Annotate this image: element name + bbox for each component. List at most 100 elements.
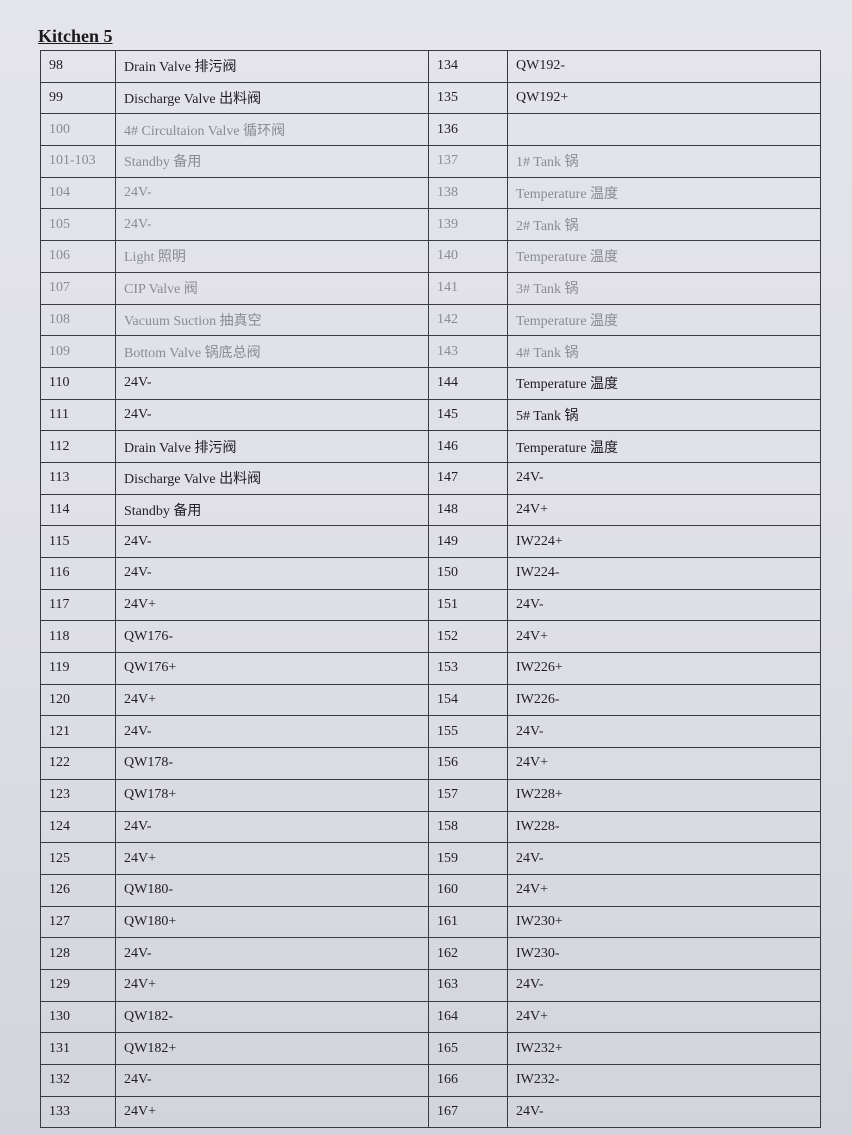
table-row: 119 QW176+ 153 IW226+ [40, 652, 821, 685]
right-description-cell: 2# Tank 锅 [507, 208, 821, 242]
left-description-cell: 24V- [115, 176, 429, 210]
right-number-cell: 135 [428, 81, 508, 115]
left-number-cell: 121 [40, 715, 116, 749]
table-row: 122 QW178- 156 24V+ [40, 747, 821, 780]
left-description-cell: 24V- [115, 557, 429, 590]
left-description-cell: QW180- [115, 873, 429, 907]
right-number-cell: 146 [428, 430, 508, 463]
right-description-cell: 24V+ [507, 493, 821, 527]
left-description-cell: QW176+ [115, 652, 429, 685]
left-description-cell: Drain Valve 排污阀 [115, 430, 429, 463]
right-number-cell: 165 [428, 1032, 508, 1065]
table-row: 130 QW182- 164 24V+ [40, 1000, 821, 1034]
left-number-cell: 131 [40, 1032, 116, 1065]
right-description-cell: 3# Tank 锅 [507, 271, 821, 305]
left-number-cell: 132 [40, 1064, 116, 1097]
right-number-cell: 136 [428, 113, 508, 147]
right-description-cell: IW226- [507, 683, 821, 717]
table-row: 107 CIP Valve 阀 141 3# Tank 锅 [40, 271, 821, 305]
right-description-cell: IW224+ [507, 525, 821, 558]
right-description-cell: 24V- [507, 461, 821, 495]
right-description-cell: IW230- [507, 937, 821, 970]
right-description-cell: IW228+ [507, 778, 821, 812]
left-description-cell: 24V+ [115, 842, 429, 875]
left-description-cell: Light 照明 [115, 240, 429, 273]
table-row: 101-103 Standby 备用 137 1# Tank 锅 [40, 145, 821, 178]
left-number-cell: 109 [40, 335, 116, 368]
table-row: 124 24V- 158 IW228- [40, 810, 821, 844]
right-description-cell: 24V+ [507, 747, 821, 780]
left-description-cell: QW176- [115, 620, 429, 654]
left-description-cell: Discharge Valve 出料阀 [115, 461, 429, 495]
right-number-cell: 161 [428, 905, 508, 939]
table-row: 123 QW178+ 157 IW228+ [40, 778, 821, 812]
right-number-cell: 153 [428, 652, 508, 685]
left-description-cell: QW180+ [115, 905, 429, 939]
right-number-cell: 137 [428, 145, 508, 178]
table-row: 110 24V- 144 Temperature 温度 [40, 366, 821, 400]
left-description-cell: 24V- [115, 715, 429, 749]
right-number-cell: 141 [428, 271, 508, 305]
left-number-cell: 112 [40, 430, 116, 463]
table-row: 109 Bottom Valve 锅底总阀 143 4# Tank 锅 [40, 335, 821, 368]
table-row: 127 QW180+ 161 IW230+ [40, 905, 821, 939]
right-description-cell: Temperature 温度 [507, 303, 821, 337]
right-description-cell: Temperature 温度 [507, 430, 821, 463]
right-number-cell: 154 [428, 683, 508, 717]
left-number-cell: 133 [40, 1095, 116, 1129]
table-row: 99 Discharge Valve 出料阀 135 QW192+ [40, 81, 821, 115]
left-description-cell: CIP Valve 阀 [115, 271, 429, 305]
left-description-cell: 24V- [115, 810, 429, 844]
right-number-cell: 164 [428, 1000, 508, 1034]
left-number-cell: 114 [40, 493, 116, 527]
table-row: 105 24V- 139 2# Tank 锅 [40, 208, 821, 242]
left-number-cell: 128 [40, 937, 116, 970]
left-description-cell: Vacuum Suction 抽真空 [115, 303, 429, 337]
left-number-cell: 98 [40, 50, 116, 83]
right-description-cell: IW232+ [507, 1032, 821, 1065]
table-row: 117 24V+ 151 24V- [40, 588, 821, 622]
table-row: 113 Discharge Valve 出料阀 147 24V- [40, 461, 821, 495]
table-row: 100 4# Circultaion Valve 循环阀 136 [40, 113, 821, 147]
left-number-cell: 126 [40, 873, 116, 907]
right-number-cell: 155 [428, 715, 508, 749]
right-number-cell: 152 [428, 620, 508, 654]
left-description-cell: 4# Circultaion Valve 循环阀 [115, 113, 429, 147]
left-description-cell: Discharge Valve 出料阀 [115, 81, 429, 115]
right-description-cell: IW232- [507, 1064, 821, 1097]
left-description-cell: 24V- [115, 525, 429, 558]
left-number-cell: 104 [40, 176, 116, 210]
right-number-cell: 167 [428, 1095, 508, 1129]
right-description-cell: IW228- [507, 810, 821, 844]
left-number-cell: 111 [40, 398, 116, 432]
left-number-cell: 124 [40, 810, 116, 844]
table-row: 104 24V- 138 Temperature 温度 [40, 176, 821, 210]
right-number-cell: 166 [428, 1064, 508, 1097]
left-description-cell: Drain Valve 排污阀 [115, 50, 429, 83]
left-number-cell: 120 [40, 683, 116, 717]
right-description-cell: IW230+ [507, 905, 821, 939]
right-number-cell: 144 [428, 366, 508, 400]
table-row: 132 24V- 166 IW232- [40, 1064, 821, 1097]
right-description-cell: QW192- [507, 50, 821, 83]
table-row: 106 Light 照明 140 Temperature 温度 [40, 240, 821, 273]
right-description-cell: QW192+ [507, 81, 821, 115]
right-number-cell: 149 [428, 525, 508, 558]
right-description-cell: 24V- [507, 1095, 821, 1129]
table-row: 114 Standby 备用 148 24V+ [40, 493, 821, 527]
right-description-cell: IW224- [507, 557, 821, 590]
right-number-cell: 134 [428, 50, 508, 83]
right-number-cell: 138 [428, 176, 508, 210]
right-description-cell: 24V+ [507, 873, 821, 907]
left-number-cell: 125 [40, 842, 116, 875]
right-number-cell: 162 [428, 937, 508, 970]
left-description-cell: 24V+ [115, 968, 429, 1002]
left-description-cell: 24V+ [115, 588, 429, 622]
table-row: 128 24V- 162 IW230- [40, 937, 821, 970]
right-description-cell: Temperature 温度 [507, 366, 821, 400]
right-number-cell: 159 [428, 842, 508, 875]
left-description-cell: 24V- [115, 398, 429, 432]
table-row: 118 QW176- 152 24V+ [40, 620, 821, 654]
left-number-cell: 118 [40, 620, 116, 654]
left-number-cell: 117 [40, 588, 116, 622]
